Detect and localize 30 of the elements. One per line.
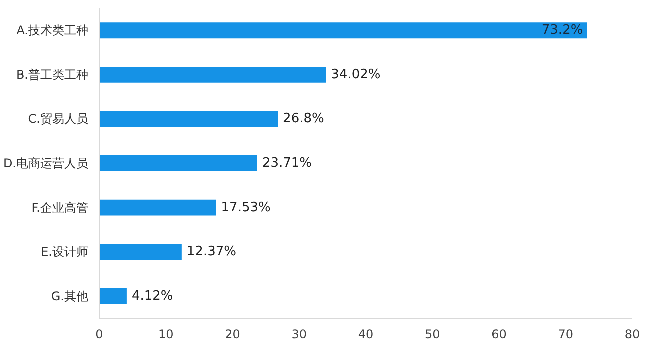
x-tick-label: 80 — [624, 328, 640, 341]
bar — [100, 66, 326, 83]
y-tick-label: B.普工类工种 — [16, 68, 88, 82]
y-tick-label: E.设计师 — [41, 245, 89, 260]
bar — [100, 200, 216, 216]
y-tick-label: C.贸易人员 — [28, 112, 89, 126]
x-tick-label: 50 — [424, 328, 440, 341]
bar — [100, 156, 258, 172]
data-label: 12.37% — [186, 244, 236, 260]
data-label: 26.8% — [283, 112, 324, 127]
data-label: 4.12% — [132, 288, 174, 304]
x-tick-label: 20 — [225, 328, 240, 341]
bar — [100, 288, 127, 304]
y-tick-label: F.企业高管 — [32, 200, 89, 215]
bar — [100, 244, 182, 260]
x-tick-label: 0 — [96, 328, 104, 341]
data-label: 17.53% — [221, 200, 271, 216]
x-tick-label: 10 — [158, 328, 174, 341]
bar — [100, 111, 278, 128]
x-tick-label: 70 — [558, 328, 574, 341]
data-label: 23.71% — [262, 156, 312, 171]
x-tick-label: 40 — [358, 328, 374, 341]
y-tick-label: G.其他 — [51, 289, 89, 304]
data-label: 34.02% — [331, 67, 381, 82]
y-tick-label: D.电商运营人员 — [3, 156, 89, 170]
bar — [100, 22, 588, 39]
y-tick-label: A.技术类工种 — [16, 24, 88, 38]
data-label: 73.2% — [542, 23, 584, 38]
x-tick-label: 60 — [492, 328, 507, 341]
x-tick-label: 30 — [292, 328, 308, 341]
